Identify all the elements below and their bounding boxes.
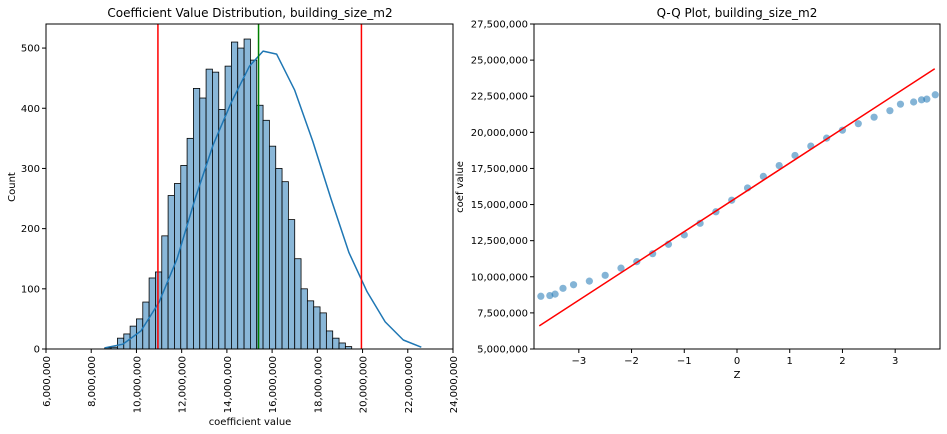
y-tick-label: 22,500,000 <box>471 92 528 103</box>
qq-point <box>559 284 567 292</box>
histogram-bar <box>325 330 334 350</box>
qq-x-ticks: −3 −2 −1 0 1 2 3 <box>571 349 898 367</box>
qq-point <box>551 290 559 298</box>
histogram-bar <box>193 87 201 350</box>
x-tick-label: 6,000,000 <box>42 356 53 407</box>
kde-line <box>104 50 422 349</box>
qq-point <box>896 100 905 108</box>
histogram-bar <box>256 104 264 350</box>
histogram-bar <box>231 41 239 350</box>
qq-point <box>870 113 878 121</box>
histogram-chart: Coefficient Value Distribution, building… <box>7 6 460 428</box>
y-tick-label: 17,500,000 <box>471 164 528 175</box>
y-tick-label: 25,000,000 <box>471 56 528 67</box>
histogram-bar <box>199 97 207 350</box>
histogram-bar <box>294 258 302 350</box>
histogram-bar <box>212 71 220 350</box>
histogram-bar <box>313 306 321 350</box>
y-tick-label: 400 <box>21 104 40 115</box>
qq-points <box>537 91 939 300</box>
histogram-bar <box>306 300 315 350</box>
histogram-bar <box>300 288 308 350</box>
x-tick-label: 20,000,000 <box>359 356 370 413</box>
x-tick-label: 12,000,000 <box>178 356 189 413</box>
qq-point <box>854 120 862 128</box>
x-tick-label: 14,000,000 <box>223 356 234 413</box>
x-tick-label: 16,000,000 <box>268 356 279 413</box>
qq-y-ticks: 5,000,000 7,500,000 10,000,000 12,500,000 15… <box>471 20 534 356</box>
histogram-bar <box>338 342 346 350</box>
y-tick-label: 15,000,000 <box>471 200 528 211</box>
histogram-bar <box>250 59 258 350</box>
histogram-bar <box>281 181 289 350</box>
x-tick-label: 10,000,000 <box>132 356 143 413</box>
qq-plot-chart: Q-Q Plot, building_size_m2 −3 −2 −1 0 1 2 3 5,… <box>455 6 941 381</box>
histogram-plot-frame <box>45 23 454 350</box>
reference-vlines <box>157 24 363 349</box>
histogram-bar <box>332 337 340 350</box>
qq-plot-frame <box>533 23 941 350</box>
qq-title: Q-Q Plot, building_size_m2 <box>657 6 818 20</box>
y-tick-label: 0 <box>34 345 40 356</box>
histogram-bar <box>287 219 296 350</box>
x-tick-label: 18,000,000 <box>313 356 324 413</box>
histogram-bar <box>205 68 213 350</box>
y-tick-label: 20,000,000 <box>471 128 528 139</box>
histogram-bar <box>275 168 283 350</box>
qq-point <box>931 91 939 99</box>
y-tick-label: 500 <box>21 44 40 55</box>
x-tick-label: 3 <box>892 356 898 367</box>
histogram-bar <box>268 145 277 350</box>
x-tick-label: 24,000,000 <box>449 356 460 413</box>
histogram-bar <box>237 47 245 350</box>
y-tick-label: 12,500,000 <box>471 236 528 247</box>
histogram-xlabel: coefficient value <box>209 417 292 428</box>
qq-point <box>537 292 545 300</box>
qq-point <box>923 95 931 103</box>
kde-curve <box>104 50 422 349</box>
qq-xlabel: Z <box>734 370 741 381</box>
qq-point <box>910 98 918 106</box>
qq-point <box>585 277 593 285</box>
histogram-y-ticks: 0 100 200 300 400 500 <box>21 44 46 356</box>
y-tick-label: 7,500,000 <box>477 308 528 319</box>
y-tick-label: 100 <box>21 284 40 295</box>
x-tick-label: 0 <box>734 356 740 367</box>
y-tick-label: 5,000,000 <box>477 345 528 356</box>
y-tick-label: 27,500,000 <box>471 20 528 31</box>
histogram-bar <box>243 38 251 350</box>
qq-point <box>886 107 894 115</box>
qq-point <box>775 161 783 170</box>
qq-point <box>617 264 625 272</box>
histogram-bar <box>174 183 182 350</box>
qq-point <box>791 151 799 160</box>
histogram-bar <box>319 312 327 350</box>
y-tick-label: 10,000,000 <box>471 272 528 283</box>
x-tick-label: 1 <box>787 356 793 367</box>
histogram-title: Coefficient Value Distribution, building… <box>107 6 392 20</box>
histogram-ylabel: Count <box>7 172 18 202</box>
histogram-bar <box>186 137 194 350</box>
x-tick-label: −2 <box>624 356 639 367</box>
histogram-bars <box>104 38 353 350</box>
histogram-bar <box>218 109 226 350</box>
qq-point <box>569 281 578 289</box>
histogram-x-ticks: 6,000,000 8,000,000 10,000,000 12,000,000 14… <box>42 349 460 413</box>
qq-point <box>917 96 926 104</box>
histogram-bar <box>180 165 188 350</box>
x-tick-label: −1 <box>677 356 692 367</box>
qq-reference-line <box>538 68 936 327</box>
x-tick-label: 22,000,000 <box>404 356 415 413</box>
histogram-bar <box>262 119 270 350</box>
qq-ylabel: coef value <box>455 161 466 213</box>
x-tick-label: −3 <box>571 356 586 367</box>
qq-fit-line <box>538 68 936 327</box>
y-tick-label: 200 <box>21 224 40 235</box>
x-tick-label: 2 <box>839 356 845 367</box>
x-tick-label: 8,000,000 <box>87 356 98 407</box>
qq-point <box>696 219 704 227</box>
y-tick-label: 300 <box>21 164 40 175</box>
qq-point <box>601 271 609 279</box>
